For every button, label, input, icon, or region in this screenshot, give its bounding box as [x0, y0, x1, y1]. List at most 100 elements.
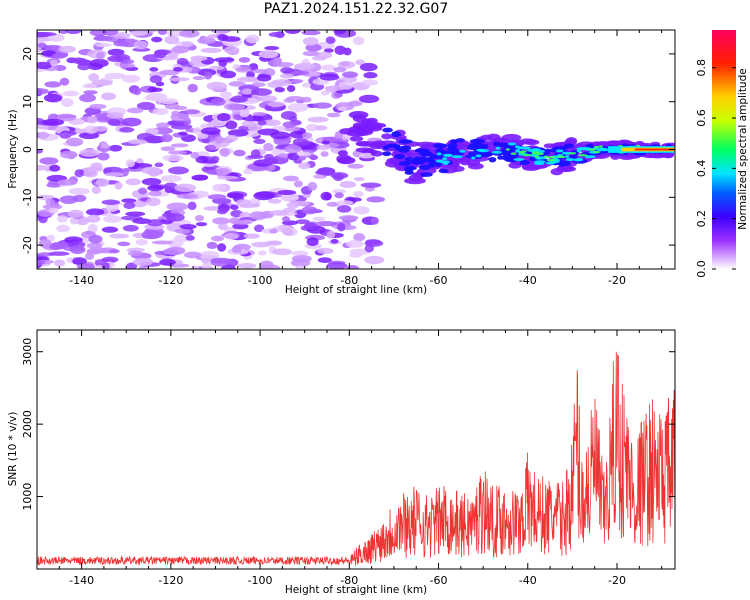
- noise-speckle: [160, 146, 176, 152]
- noise-speckle: [225, 120, 238, 130]
- noise-speckle: [65, 137, 84, 147]
- noise-speckle: [248, 123, 258, 132]
- noise-speckle: [132, 88, 142, 96]
- noise-speckle: [74, 169, 84, 178]
- noise-speckle: [59, 132, 72, 139]
- noise-speckle: [283, 98, 296, 103]
- noise-speckle: [302, 36, 319, 46]
- noise-speckle: [334, 192, 344, 199]
- noise-speckle: [204, 144, 217, 151]
- signal-blob-strong: [503, 156, 520, 163]
- signal-blob-strong: [382, 127, 393, 133]
- signal-blob-strong: [451, 147, 459, 153]
- noise-speckle: [316, 144, 331, 151]
- noise-speckle: [364, 244, 374, 253]
- noise-speckle: [164, 103, 180, 110]
- noise-speckle: [269, 209, 289, 216]
- noise-speckle: [194, 214, 205, 222]
- noise-speckle: [48, 207, 59, 214]
- noise-speckle: [72, 257, 87, 266]
- noise-speckle: [206, 241, 218, 250]
- signal-blob-strong: [415, 148, 430, 153]
- noise-speckle: [61, 98, 74, 108]
- noise-speckle: [337, 222, 346, 232]
- noise-speckle: [87, 223, 98, 233]
- noise-speckle: [125, 178, 141, 186]
- noise-speckle: [204, 71, 213, 80]
- noise-speckle: [138, 187, 147, 195]
- noise-speckle: [210, 97, 226, 106]
- noise-speckle: [263, 67, 276, 77]
- noise-speckle: [128, 250, 143, 257]
- noise-speckle: [232, 223, 249, 230]
- noise-speckle: [306, 237, 319, 246]
- noise-speckle: [338, 215, 359, 221]
- noise-speckle: [65, 30, 82, 35]
- noise-speckle: [94, 42, 112, 47]
- noise-speckle: [228, 81, 246, 87]
- noise-speckle: [361, 79, 379, 86]
- noise-speckle: [317, 257, 332, 264]
- noise-speckle: [79, 93, 96, 103]
- noise-speckle: [159, 258, 176, 266]
- noise-speckle: [320, 151, 329, 157]
- noise-speckle: [334, 47, 346, 56]
- noise-speckle: [187, 201, 197, 211]
- noise-speckle: [179, 223, 197, 230]
- snr-y-ticks: 1000 2000 3000: [21, 338, 675, 511]
- noise-speckle: [326, 112, 341, 118]
- noise-speckle: [171, 45, 190, 54]
- noise-speckle: [284, 30, 301, 34]
- noise-speckle: [241, 115, 264, 122]
- colorbar-label: Normalized spectral amplitude: [737, 68, 749, 229]
- signal-blob-cyan: [477, 149, 490, 153]
- y-tick-label: 2000: [21, 410, 34, 438]
- noise-speckle: [230, 204, 239, 211]
- signal-blob: [355, 147, 375, 153]
- noise-speckle: [113, 32, 131, 39]
- noise-speckle: [148, 190, 162, 197]
- signal-blob-cyan: [491, 150, 502, 154]
- noise-speckle: [67, 209, 84, 219]
- colorbar-tick-label: 0.0: [695, 260, 708, 278]
- y-tick-label: -10: [21, 188, 34, 206]
- noise-speckle: [56, 113, 77, 122]
- noise-speckle: [236, 76, 258, 83]
- noise-speckle: [336, 205, 352, 213]
- noise-speckle: [91, 186, 101, 194]
- noise-speckle: [317, 247, 334, 254]
- noise-speckle: [358, 94, 380, 104]
- noise-speckle: [101, 199, 121, 205]
- noise-speckle: [147, 184, 164, 192]
- noise-speckle: [239, 211, 251, 219]
- signal-blob-strong: [429, 160, 438, 166]
- snr-x-axis-label: Height of straight line (km): [285, 584, 427, 596]
- noise-speckle: [37, 259, 45, 266]
- noise-speckle: [125, 159, 136, 168]
- signal-blob-strong: [500, 148, 514, 154]
- signal-blob-green: [593, 150, 601, 154]
- signal-blob-green: [522, 153, 532, 157]
- noise-speckle: [295, 265, 306, 269]
- y-tick-label: 3000: [21, 338, 34, 366]
- noise-speckle: [162, 154, 184, 162]
- colorbar-tick-label: 0.8: [695, 59, 708, 77]
- noise-speckle: [336, 200, 354, 206]
- noise-speckle: [243, 233, 260, 239]
- noise-speckle: [104, 72, 126, 80]
- x-tick-label: -60: [430, 574, 448, 587]
- noise-speckle: [39, 157, 59, 165]
- noise-speckle: [176, 57, 189, 66]
- noise-speckle: [155, 122, 170, 129]
- signal-blob: [486, 133, 501, 141]
- noise-speckle: [69, 218, 79, 225]
- noise-speckle: [209, 65, 225, 71]
- noise-speckle: [89, 103, 107, 110]
- noise-speckle: [87, 247, 109, 254]
- noise-speckle: [117, 241, 131, 247]
- noise-speckle: [325, 36, 336, 44]
- noise-speckle: [207, 194, 227, 200]
- noise-speckle: [78, 132, 100, 140]
- noise-speckle: [220, 91, 232, 99]
